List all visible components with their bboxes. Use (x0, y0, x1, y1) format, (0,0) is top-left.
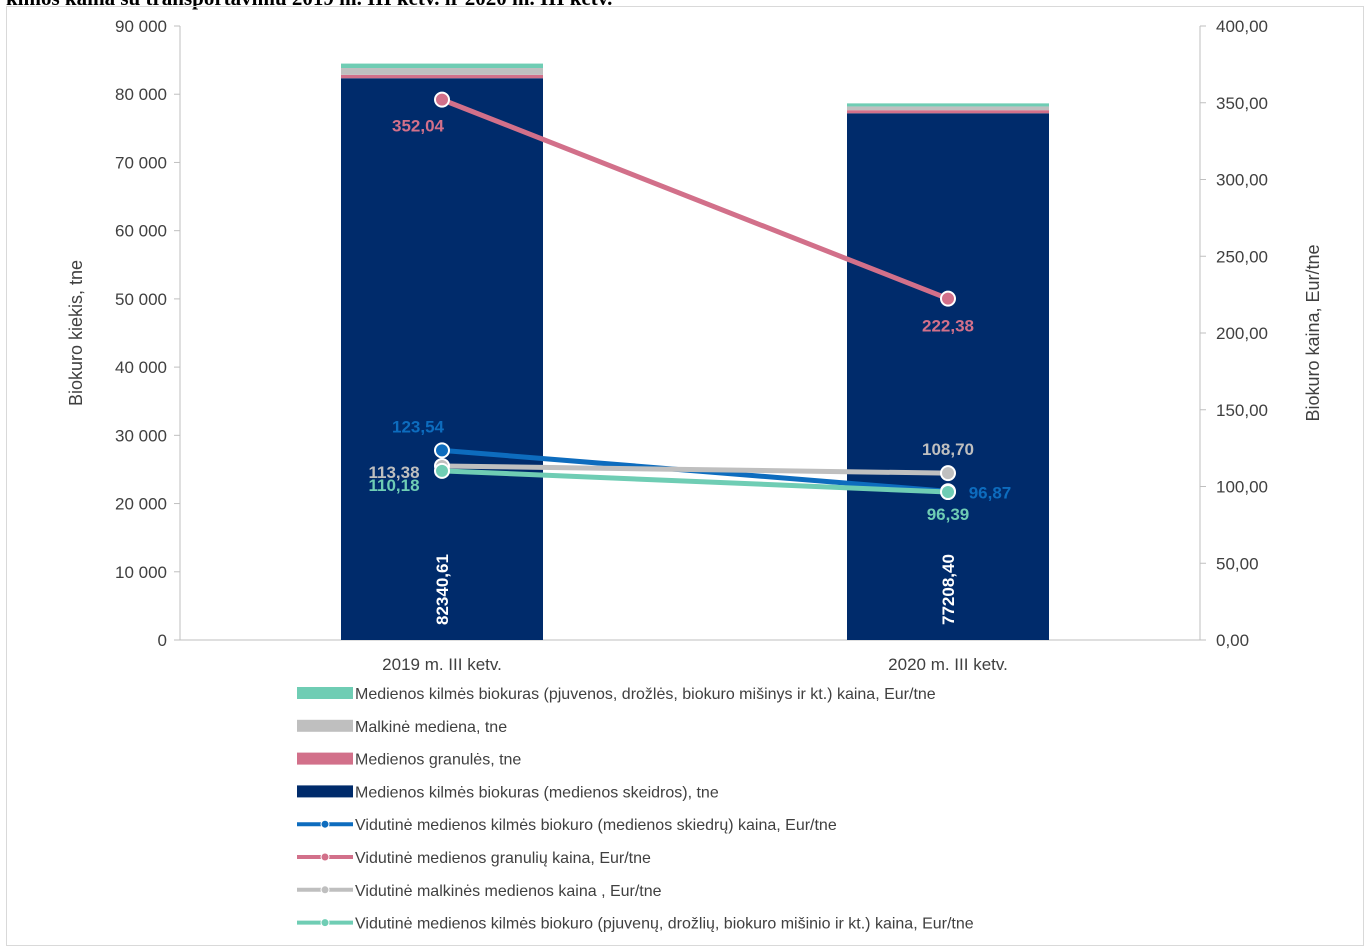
y-left-tick-label: 50 000 (115, 290, 167, 309)
bars-layer (341, 63, 1049, 641)
y-left-tick-label: 0 (158, 631, 167, 650)
legend-entry-text: Vidutinė medienos kilmės biokuro (pjuven… (355, 916, 974, 933)
combo-chart: 0 10 000 20 000 30 000 40 000 50 000 60 000 70 … (66, 17, 1323, 933)
line-value-label: 113,38 (368, 463, 419, 482)
legend-key-swatch (297, 687, 353, 699)
y-right-tick-label: 200,00 (1216, 324, 1268, 343)
y-right-tick-label: 150,00 (1216, 401, 1268, 420)
legend-entry-text: Vidutinė medienos kilmės biokuro (medien… (355, 817, 837, 834)
line-value-label: 96,87 (969, 483, 1012, 502)
legend-entry-text: Medienos kilmės biokuras (pjuvenos, drož… (355, 686, 936, 703)
line-value-label: 108,70 (922, 440, 974, 459)
y-left-tick-label: 90 000 (115, 17, 167, 36)
legend-layer: Medienos kilmės biokuras (pjuvenos, drož… (297, 686, 974, 933)
bar-segment-malkine (341, 68, 543, 75)
legend-key-marker (320, 885, 330, 895)
line-marker-line_skiedru (434, 442, 450, 459)
y-left-tick-label: 10 000 (115, 563, 167, 582)
line-value-label: 110,18 (368, 476, 419, 495)
line-series-line_malkines (439, 463, 951, 476)
bar-value-label: 82340,61 (433, 554, 452, 625)
line-value-label: 352,04 (392, 117, 445, 136)
legend-entry-text: Malkinė mediena, tne (355, 719, 507, 736)
bar-segment-granules (847, 110, 1049, 114)
legend-key-swatch (297, 752, 353, 765)
legend-entry-text: Medienos granulės, tne (355, 752, 521, 769)
line-series-line_granuliu (439, 97, 951, 302)
bar-segment-granules (341, 74, 543, 79)
bar-segment-malkine (847, 106, 1049, 111)
line-marker-line_malkines (940, 465, 956, 482)
legend-key-swatch (297, 785, 353, 798)
y-left-tick-label: 80 000 (115, 85, 167, 104)
line-value-label: 123,54 (392, 417, 445, 436)
legend-key-marker (320, 819, 330, 829)
line-value-label: 96,39 (927, 505, 970, 524)
legend-key-marker (320, 918, 330, 928)
axes-layer: 0 10 000 20 000 30 000 40 000 50 000 60 000 70 … (66, 17, 1323, 674)
bar-segment-pjuvenos (847, 103, 1049, 107)
legend-entry-text: Medienos kilmės biokuras (medienos skeid… (355, 784, 719, 801)
chart-frame: 0 10 000 20 000 30 000 40 000 50 000 60 000 70 … (6, 6, 1364, 946)
y-left-tick-label: 30 000 (115, 426, 167, 445)
x-category-label: 2019 m. III ketv. (382, 655, 502, 674)
y-left-axis-title: Biokuro kiekis, tne (66, 260, 86, 406)
y-right-tick-label: 350,00 (1216, 94, 1268, 113)
bar-segment-pjuvenos (341, 63, 543, 69)
line-marker-line_pjuvenu (940, 484, 956, 501)
y-right-tick-label: 100,00 (1216, 478, 1268, 497)
line-marker-line_pjuvenu (434, 462, 450, 479)
y-right-tick-label: 50,00 (1216, 554, 1259, 573)
lines-layer (434, 91, 956, 501)
line-value-label: 222,38 (922, 317, 974, 336)
labels-layer: 82340,61 77208,40 123,54 96,87 352,04 222,38 1… (368, 117, 1011, 625)
legend-key-swatch (297, 719, 353, 732)
y-right-tick-label: 400,00 (1216, 17, 1268, 36)
y-left-tick-label: 40 000 (115, 358, 167, 377)
line-series-line_pjuvenu (439, 468, 951, 495)
y-left-tick-label: 60 000 (115, 222, 167, 241)
y-right-tick-label: 250,00 (1216, 247, 1268, 266)
bar-segment-skeidros (341, 78, 543, 641)
legend-key-marker (320, 852, 330, 862)
legend-entry-text: Vidutinė malkinės medienos kaina , Eur/t… (355, 883, 662, 900)
y-right-axis-title: Biokuro kaina, Eur/tne (1303, 244, 1323, 421)
x-category-label: 2020 m. III ketv. (888, 655, 1008, 674)
y-right-tick-label: 0,00 (1216, 631, 1249, 650)
legend-entry-text: Vidutinė medienos granulių kaina, Eur/tn… (355, 850, 651, 867)
y-left-tick-label: 70 000 (115, 153, 167, 172)
line-marker-line_granuliu (434, 91, 450, 108)
page-title: kimos kaina su transportavimu 2019 m. II… (6, 0, 1366, 11)
bar-value-label: 77208,40 (939, 554, 958, 625)
bar-segment-skeidros (847, 113, 1049, 640)
y-left-tick-label: 20 000 (115, 495, 167, 514)
y-right-tick-label: 300,00 (1216, 171, 1268, 190)
line-marker-line_granuliu (940, 290, 956, 307)
